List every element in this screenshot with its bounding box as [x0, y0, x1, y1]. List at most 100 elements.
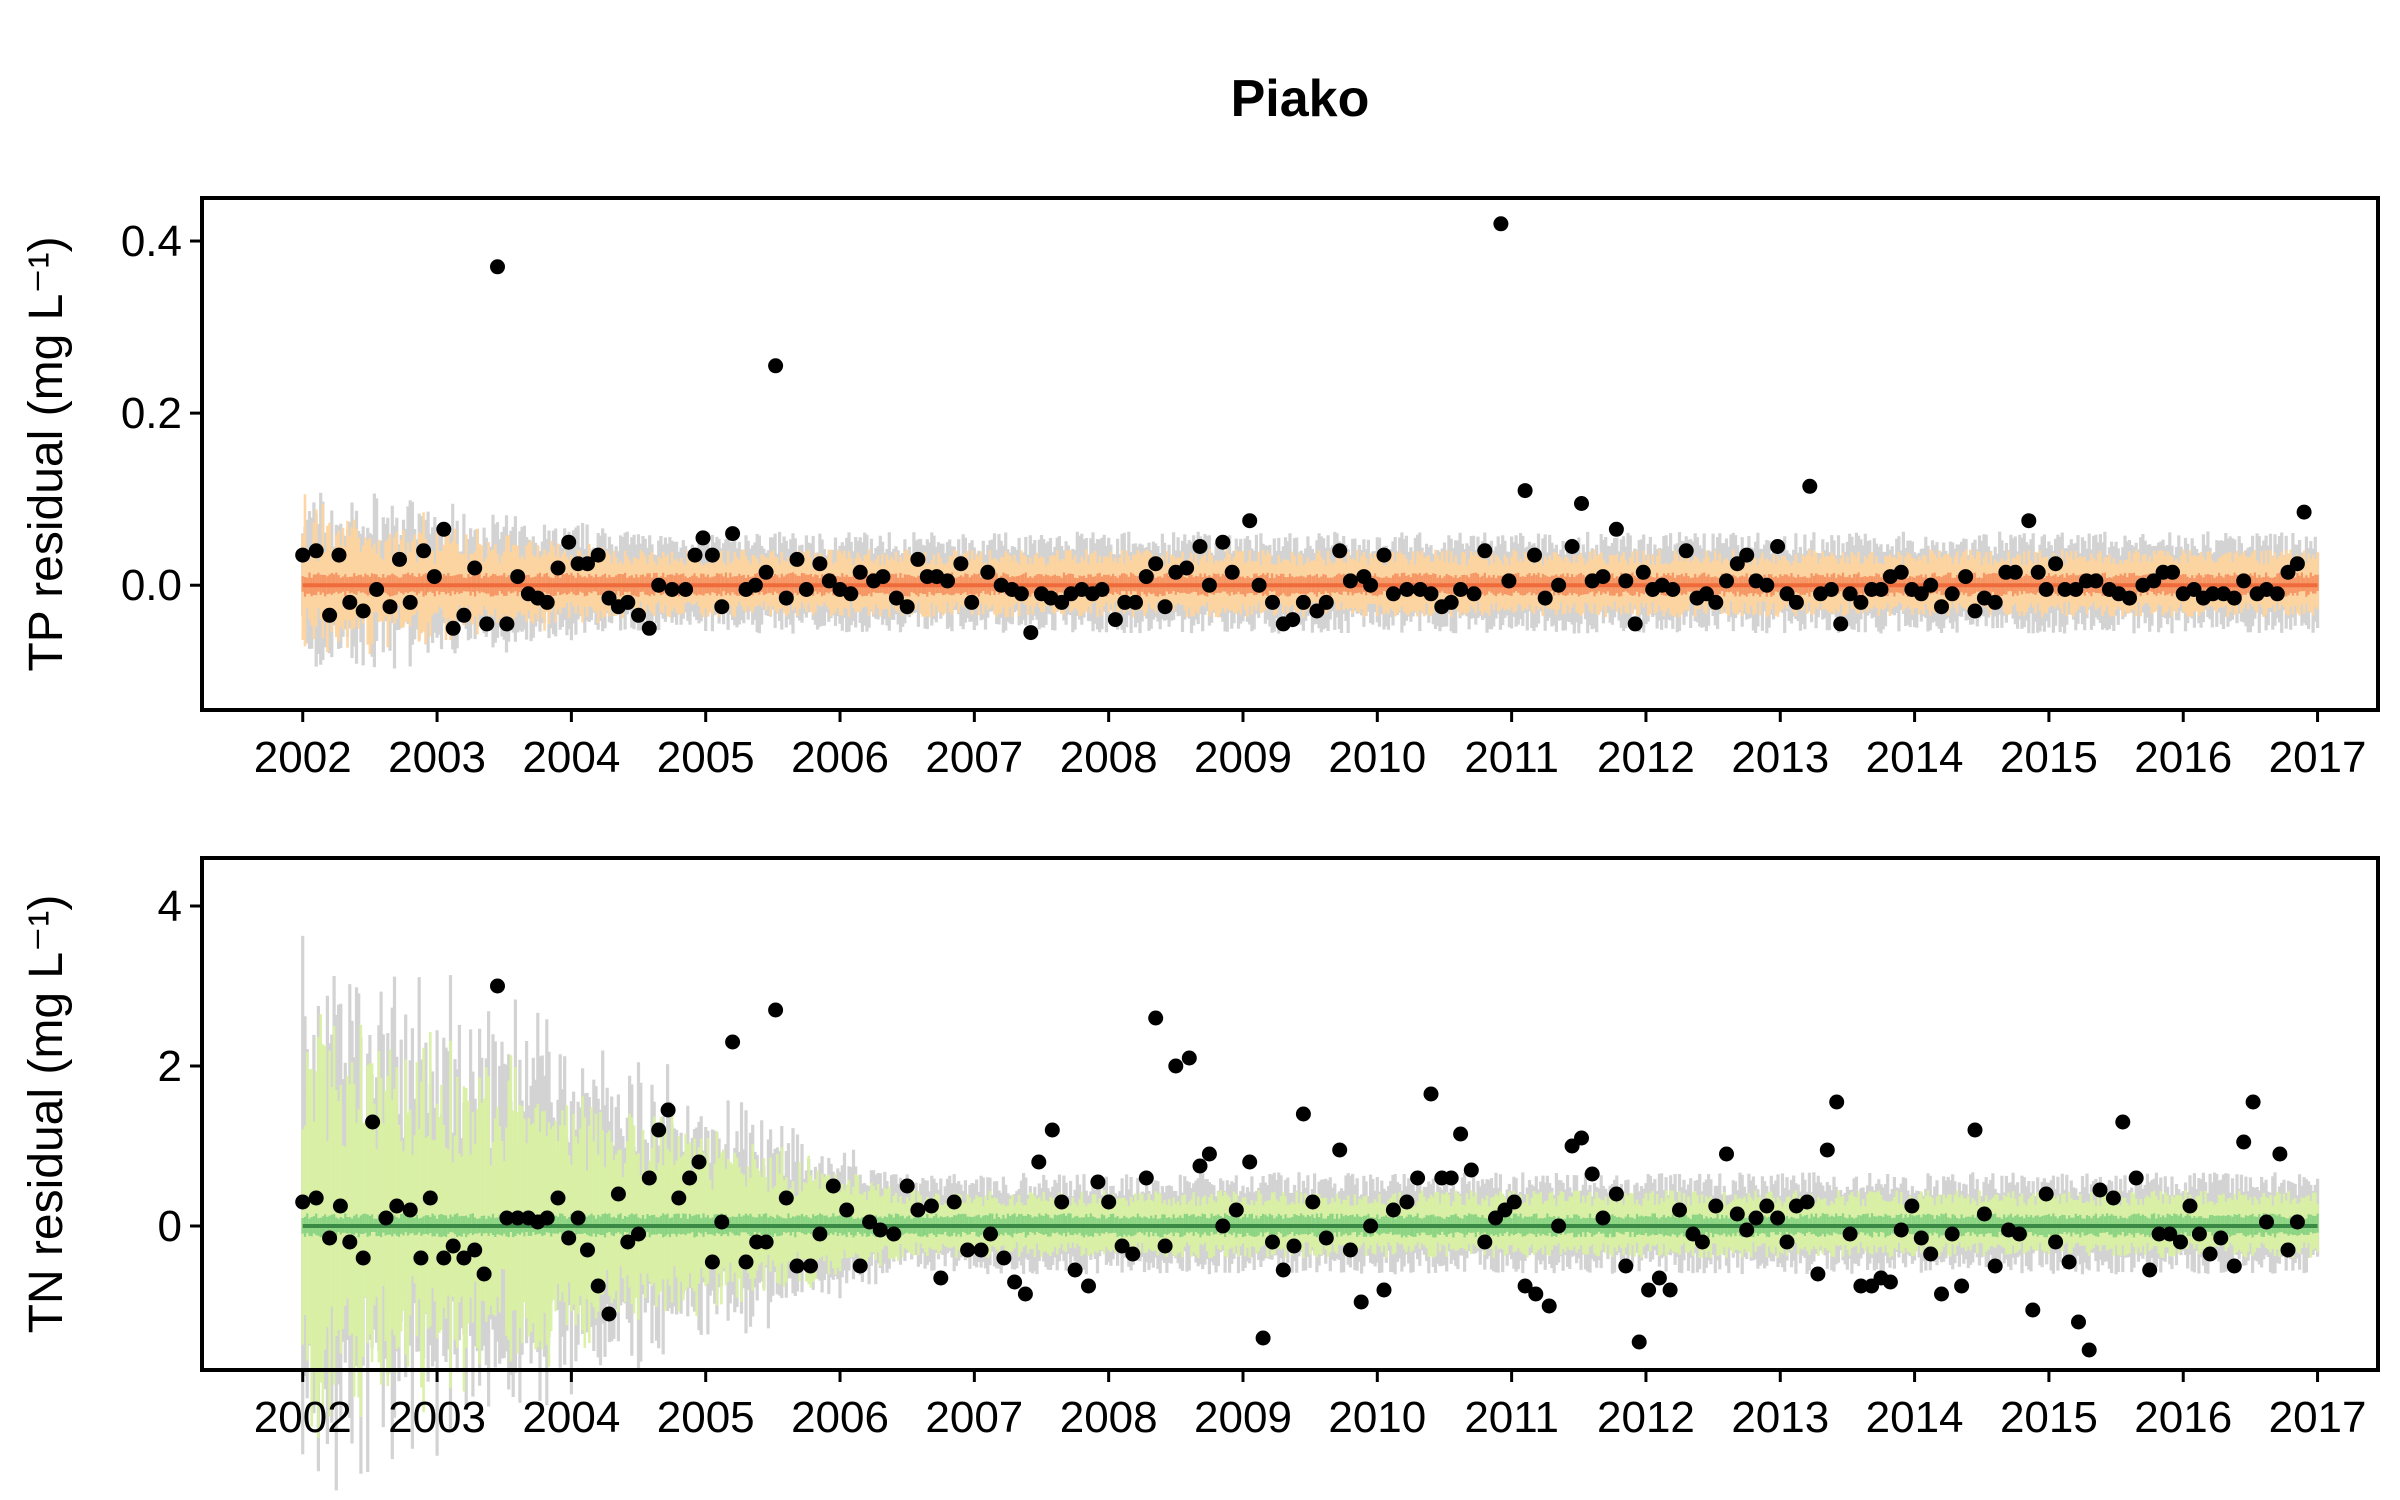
tp-residual-point — [1117, 594, 1133, 610]
tp-x-tick-label: 2008 — [1060, 733, 1158, 782]
tp-axes: 0.0 0.2 0.4 2002 2003 2004 2005 2006 2007 2008 200… — [121, 217, 2367, 782]
tp-residual-point — [695, 530, 711, 546]
tp-residual-point — [1759, 577, 1775, 593]
tp-residual-point — [1802, 478, 1818, 494]
tp-residual-point — [308, 543, 324, 559]
tp-residual-point — [1517, 483, 1533, 499]
tp-residual-point — [2122, 590, 2137, 606]
tp-residual-point — [1128, 594, 1143, 610]
tp-residual-point — [704, 547, 720, 563]
tp-residual-point — [1788, 594, 1804, 610]
tp-plot-frame — [200, 196, 2380, 712]
tp-residual-point — [2030, 564, 2046, 580]
tp-x-tick-label: 2006 — [791, 733, 889, 782]
tp-residual-point — [1443, 594, 1459, 610]
tp-residual-point — [1363, 577, 1379, 593]
tp-residual-point — [1873, 582, 1889, 597]
tp-residual-point — [899, 599, 915, 615]
tp-residual-point — [725, 526, 741, 542]
tp-panel: 0.0 0.2 0.4 2002 2003 2004 2005 2006 2007 2008 200… — [20, 196, 2380, 782]
tp-x-tick-label: 2010 — [1328, 733, 1426, 782]
tp-residual-point — [768, 358, 784, 374]
tp-residual-point — [1242, 513, 1258, 529]
tp-x-tick-label: 2016 — [2134, 733, 2232, 782]
tp-residual-point — [1537, 590, 1553, 606]
tp-residual-point — [1564, 539, 1580, 554]
tp-residual-point — [1215, 534, 1231, 550]
tp-x-tick-label: 2003 — [388, 733, 486, 782]
tp-residual-point — [2038, 582, 2054, 597]
tp-residual-point — [382, 599, 398, 615]
tp-y-tick-label: 0.0 — [121, 561, 182, 610]
tp-x-tick-label: 2007 — [925, 733, 1023, 782]
tp-residual-point — [1493, 216, 1509, 232]
tp-residual-point — [1842, 586, 1858, 602]
tp-residual-point — [1453, 582, 1469, 597]
tp-residual-point — [758, 564, 774, 580]
tp-x-tick-label: 2011 — [1464, 733, 1559, 782]
tp-residual-point — [2289, 556, 2305, 572]
tp-residual-point — [714, 599, 730, 615]
tp-y-tick-label: 0.4 — [121, 217, 182, 266]
tp-residual-point — [778, 590, 794, 606]
tp-residual-point — [1399, 582, 1415, 597]
tp-residual-point — [1013, 586, 1029, 602]
tp-residual-point — [678, 582, 694, 597]
tp-residual-point — [2057, 582, 2073, 597]
tp-residual-point — [620, 594, 636, 610]
tp-residual-point — [1770, 539, 1786, 554]
tp-residual-point — [590, 547, 606, 563]
tp-residual-point — [490, 259, 505, 275]
tp-residual-point — [510, 569, 526, 585]
tp-residual-point — [1295, 594, 1311, 610]
tp-residual-point — [561, 534, 577, 550]
tp-residual-point — [1719, 573, 1734, 589]
tp-residual-point — [1265, 594, 1280, 610]
tp-residual-point — [539, 594, 555, 610]
tp-residual-point — [1251, 577, 1267, 593]
tp-residual-point — [355, 603, 371, 619]
tp-residual-point — [1138, 569, 1154, 585]
tp-residual-point — [2269, 586, 2285, 602]
tp-residual-point — [2226, 590, 2242, 606]
tp-residual-point — [1944, 586, 1960, 602]
tp-x-tick-label: 2017 — [2269, 733, 2367, 782]
tp-residual-point — [402, 594, 418, 610]
tp-residual-point — [1833, 616, 1849, 632]
tp-residual-point — [821, 573, 837, 589]
tp-residual-point — [1179, 560, 1195, 576]
tp-residual-point — [2296, 504, 2312, 520]
tp-residual-point — [1318, 594, 1334, 610]
tp-residual-point — [416, 543, 432, 559]
tp-residual-point — [940, 573, 955, 589]
tp-residual-point — [2236, 573, 2252, 589]
tp-residual-point — [1107, 612, 1123, 628]
tp-residual-point — [1423, 586, 1439, 602]
tp-residual-point — [1574, 496, 1589, 511]
tp-residual-point — [1987, 594, 2003, 610]
tp-residual-point — [2007, 564, 2023, 580]
tp-residual-point — [875, 569, 891, 585]
tp-residual-point — [1551, 577, 1567, 593]
tp-residual-point — [664, 582, 680, 597]
tp-residual-point — [1595, 569, 1611, 585]
tp-residual-point — [1466, 586, 1482, 602]
tp-residual-point — [580, 556, 595, 572]
tp-residual-point — [910, 551, 926, 567]
tp-residual-point — [1477, 543, 1493, 559]
tp-residual-point — [1665, 582, 1681, 597]
tp-residual-point — [1958, 569, 1974, 585]
tp-residual-point — [499, 616, 515, 632]
tp-residual-point — [467, 560, 483, 576]
tp-y-axis-label: TP residual (mg L⁻¹) — [20, 236, 73, 671]
tp-residual-point — [747, 577, 763, 593]
tp-residual-point — [631, 607, 646, 623]
tp-residual-point — [1224, 564, 1240, 580]
tp-residual-point — [322, 607, 338, 623]
tp-residual-point — [1285, 612, 1301, 628]
tp-residual-point — [2088, 573, 2104, 589]
tp-residual-point — [1967, 603, 1983, 619]
tp-residual-point — [1853, 594, 1869, 610]
tp-residual-point — [1923, 577, 1939, 593]
